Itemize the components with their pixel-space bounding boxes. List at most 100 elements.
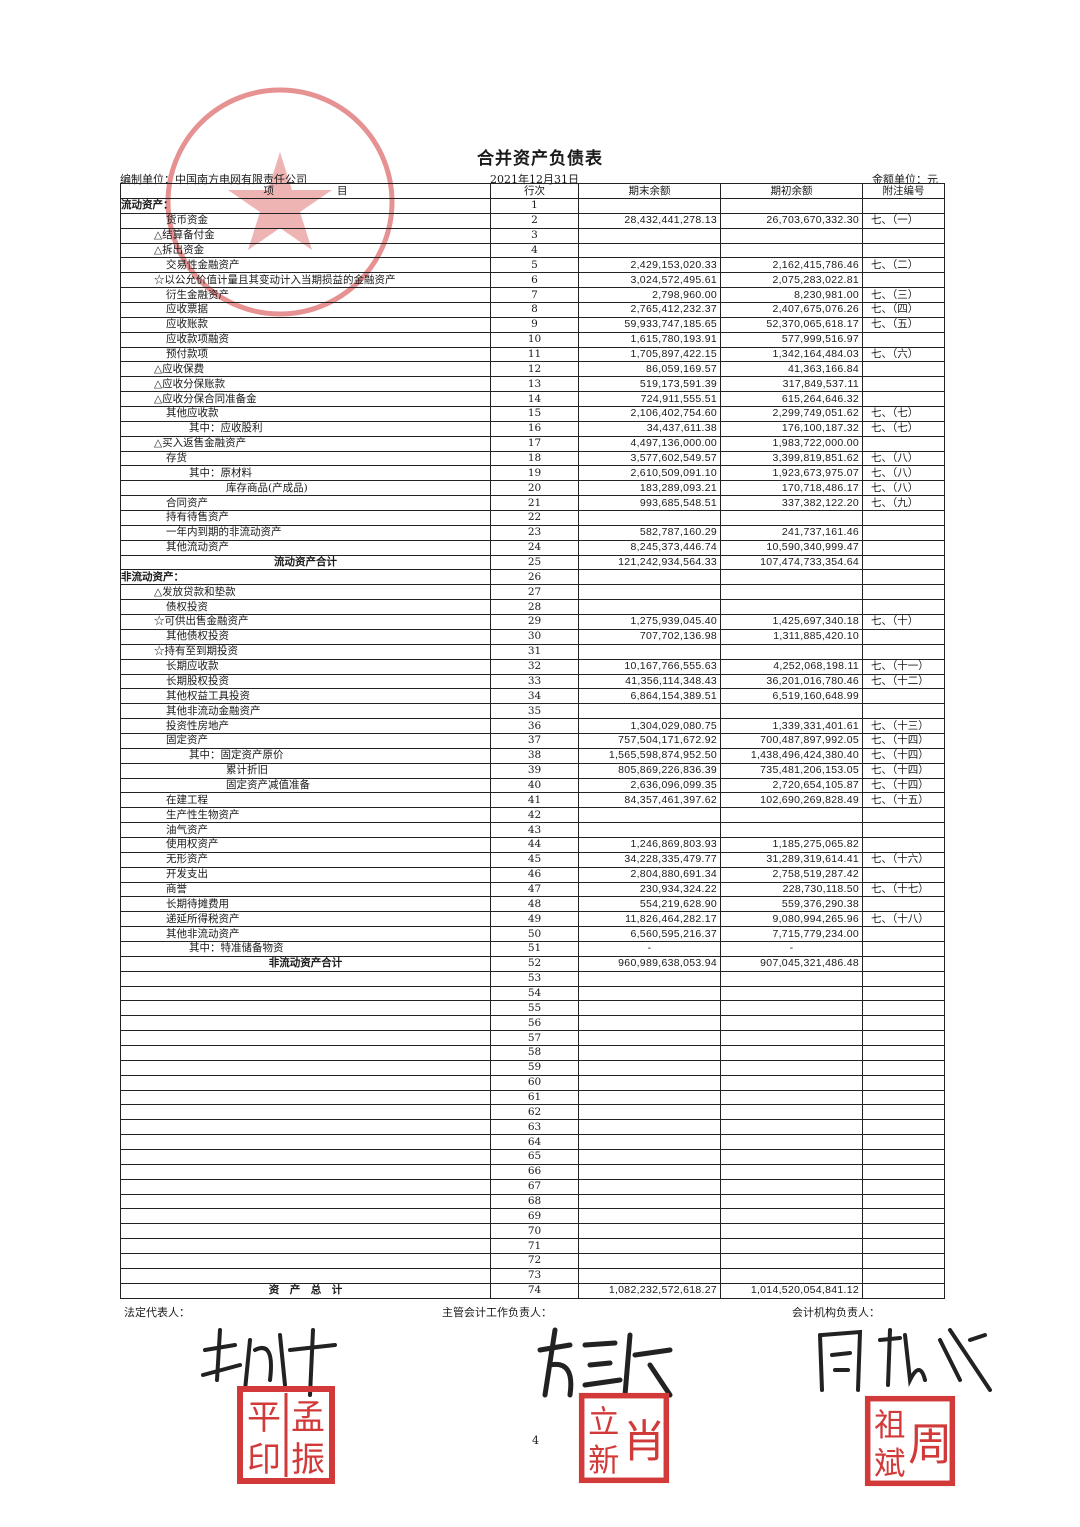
- row-note-no: [862, 1000, 945, 1017]
- row-line-no: 25: [490, 554, 579, 571]
- svg-text:肖: 肖: [622, 1416, 666, 1467]
- legal-representative-signature: [201, 1328, 337, 1397]
- row-beginning-balance: [720, 1267, 863, 1284]
- row-item-label: 应收票据: [120, 302, 491, 318]
- row-beginning-balance: [720, 1208, 863, 1225]
- row-item-label: 非流动资产合计: [120, 955, 491, 972]
- svg-text:周: 周: [908, 1419, 952, 1470]
- row-line-no: 10: [490, 331, 579, 348]
- row-note-no: 七、（十五）: [862, 792, 945, 809]
- table-row: 67: [120, 1178, 945, 1195]
- table-row: 预付款项 11 1,705,897,422.15 1,342,164,484.03 七、…: [120, 346, 945, 363]
- row-note-no: 七、（十一）: [862, 658, 945, 675]
- row-line-no: 4: [490, 242, 579, 259]
- row-beginning-balance: 1,311,885,420.10: [720, 628, 863, 645]
- row-line-no: 1: [490, 198, 579, 214]
- table-row: 衍生金融资产 7 2,798,960.00 8,230,981.00 七、（三）: [120, 287, 945, 304]
- row-line-no: 17: [490, 435, 579, 452]
- row-line-no: 36: [490, 718, 579, 734]
- row-item-label: [120, 1000, 491, 1017]
- row-ending-balance: 757,504,171,672.92: [578, 732, 721, 749]
- row-line-no: 8: [490, 302, 579, 318]
- row-beginning-balance: [720, 1134, 863, 1150]
- row-item-label: 资 产 总 计: [120, 1282, 491, 1299]
- row-ending-balance: 4,497,136,000.00: [578, 435, 721, 452]
- row-note-no: [862, 896, 945, 913]
- row-line-no: 18: [490, 450, 579, 467]
- row-beginning-balance: [720, 1030, 863, 1046]
- row-note-no: [862, 836, 945, 853]
- row-item-label: 持有待售资产: [120, 510, 491, 526]
- header-line-no: 行次: [490, 183, 579, 199]
- row-line-no: 12: [490, 361, 579, 378]
- row-ending-balance: [578, 1208, 721, 1225]
- row-line-no: 44: [490, 836, 579, 853]
- row-line-no: 49: [490, 911, 579, 928]
- table-row: 长期股权投资 33 41,356,114,348.43 36,201,016,780.…: [120, 673, 945, 690]
- row-item-label: 衍生金融资产: [120, 287, 491, 304]
- table-row: 其中：特准储备物资 51- -: [120, 940, 945, 957]
- row-ending-balance: 1,705,897,422.15: [578, 346, 721, 363]
- row-item-label: 其中：特准储备物资: [120, 940, 491, 957]
- row-item-label: 其他权益工具投资: [120, 688, 491, 705]
- row-beginning-balance: [720, 1238, 863, 1255]
- row-ending-balance: 1,615,780,193.91: [578, 331, 721, 348]
- row-ending-balance: [578, 227, 721, 244]
- row-note-no: [862, 926, 945, 942]
- row-note-no: 七、（十四）: [862, 777, 945, 794]
- row-ending-balance: [578, 1104, 721, 1121]
- row-line-no: 48: [490, 896, 579, 913]
- row-beginning-balance: 107,474,733,354.64: [720, 554, 863, 571]
- row-item-label: ☆可供出售金融资产: [120, 614, 491, 630]
- table-row: 流动资产合计 25 121,242,934,564.33 107,474,733,35…: [120, 554, 945, 571]
- row-ending-balance: 34,437,611.38: [578, 420, 721, 437]
- table-row: 69: [120, 1208, 945, 1225]
- row-beginning-balance: 2,299,749,051.62: [720, 406, 863, 422]
- row-ending-balance: [578, 1059, 721, 1076]
- row-beginning-balance: [720, 242, 863, 259]
- row-item-label: 其他应收款: [120, 406, 491, 422]
- row-note-no: 七、（十）: [862, 614, 945, 630]
- row-item-label: △结算备付金: [120, 227, 491, 244]
- row-item-label: [120, 1074, 491, 1091]
- row-beginning-balance: 2,075,283,022.81: [720, 272, 863, 289]
- row-note-no: 七、（六）: [862, 346, 945, 363]
- table-row: 持有待售资产 22: [120, 510, 945, 526]
- table-row: 其中：应收股利 16 34,437,611.38 176,100,187.32 七、（七…: [120, 420, 945, 437]
- row-note-no: [862, 940, 945, 957]
- row-note-no: [862, 1059, 945, 1076]
- row-line-no: 6: [490, 272, 579, 289]
- row-beginning-balance: 31,289,319,614.41: [720, 851, 863, 868]
- row-item-label: 存货: [120, 450, 491, 467]
- row-beginning-balance: 1,923,673,975.07: [720, 465, 863, 482]
- row-beginning-balance: [720, 198, 863, 214]
- row-item-label: 其他非流动资产: [120, 926, 491, 942]
- row-beginning-balance: [720, 985, 863, 1002]
- row-note-no: [862, 1238, 945, 1255]
- row-line-no: 52: [490, 955, 579, 972]
- accounting-dept-head-signature: [818, 1328, 992, 1392]
- table-row: 68: [120, 1193, 945, 1210]
- row-item-label: 在建工程: [120, 792, 491, 809]
- row-ending-balance: 121,242,934,564.33: [578, 554, 721, 571]
- row-line-no: 37: [490, 732, 579, 749]
- row-ending-balance: 183,289,093.21: [578, 480, 721, 497]
- table-row: 货币资金 2 28,432,441,278.13 26,703,670,332.30 七…: [120, 212, 945, 229]
- svg-text:斌: 斌: [874, 1446, 905, 1482]
- row-line-no: 7: [490, 287, 579, 304]
- svg-text:新: 新: [588, 1443, 619, 1479]
- row-note-no: 七、（九）: [862, 495, 945, 512]
- row-line-no: 50: [490, 926, 579, 942]
- balance-sheet-table: 项 目 行次 期末余额 期初余额 附注编号 流动资产： 1 货币资金 2 28,432,…: [120, 183, 945, 1299]
- table-row: 固定资产减值准备 40 2,636,096,099.35 2,720,654,105.…: [120, 777, 945, 794]
- accounting-head-seal: 立新肖: [578, 1392, 670, 1484]
- row-line-no: 16: [490, 420, 579, 437]
- row-ending-balance: 230,934,324.22: [578, 881, 721, 898]
- row-line-no: 31: [490, 643, 579, 660]
- row-beginning-balance: [720, 227, 863, 244]
- row-item-label: 流动资产合计: [120, 554, 491, 571]
- table-row: 一年内到期的非流动资产 23 582,787,160.29 241,737,161.4…: [120, 524, 945, 541]
- row-line-no: 35: [490, 703, 579, 720]
- row-line-no: 45: [490, 851, 579, 868]
- row-ending-balance: 2,804,880,691.34: [578, 866, 721, 883]
